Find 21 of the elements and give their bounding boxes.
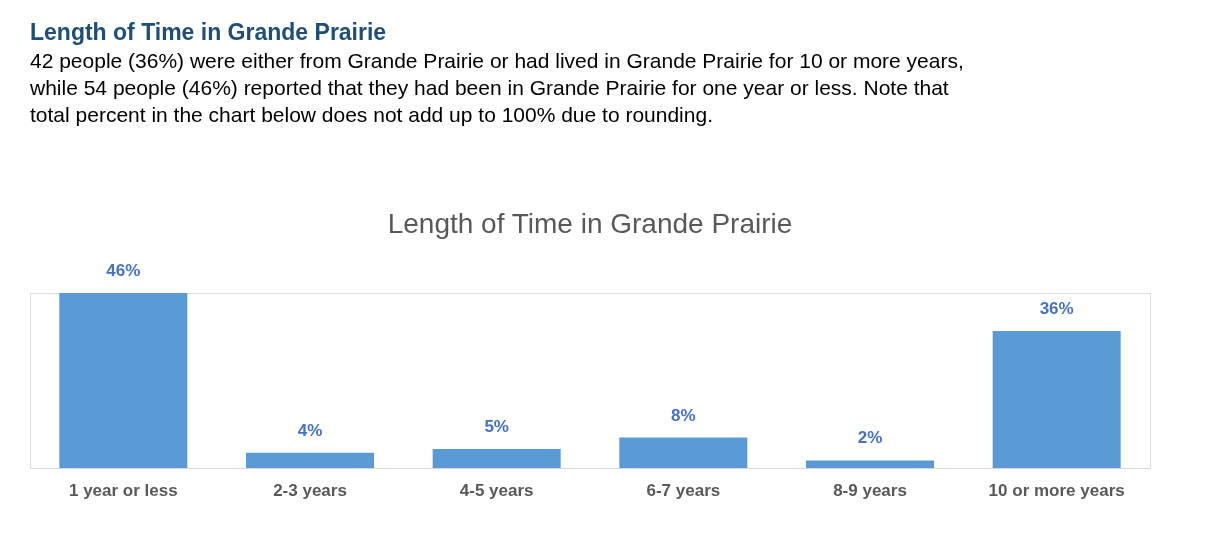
bar: [992, 331, 1121, 468]
bar: [432, 448, 561, 468]
chart-subtitle: 42 people (36%) were either from Grande Prairie or had lived in Grande Prairie for 10 or more years, while 54 people (46%) reported that they had been in Grande Prairie for one year or less. Note that total percent in the chart below does not add up to 100% due to rounding.: [29, 49, 964, 126]
bar: [619, 437, 748, 468]
x-tick-label: 10 or more years: [988, 480, 1125, 500]
x-tick-label: 8-9 years: [833, 480, 907, 500]
data-label: 8%: [671, 405, 696, 425]
data-label: 2%: [857, 428, 883, 448]
x-tick-label: 2-3 years: [273, 480, 347, 500]
bar: [246, 452, 374, 468]
data-label: 4%: [297, 420, 323, 440]
x-tick-label: 1 year or less: [68, 480, 178, 500]
x-tick-label: 6-7 years: [646, 480, 721, 500]
data-label: 36%: [1039, 299, 1074, 319]
data-label: 46%: [106, 261, 141, 280]
text: Length of Time in Grande Prairie: [387, 208, 793, 239]
x-tick-label: 4-5 years: [459, 480, 534, 500]
data-label: 5%: [484, 416, 509, 436]
chart-title: Length of Time in Grande Prairie: [30, 19, 387, 45]
bar: [806, 460, 934, 468]
bar: [59, 293, 188, 468]
